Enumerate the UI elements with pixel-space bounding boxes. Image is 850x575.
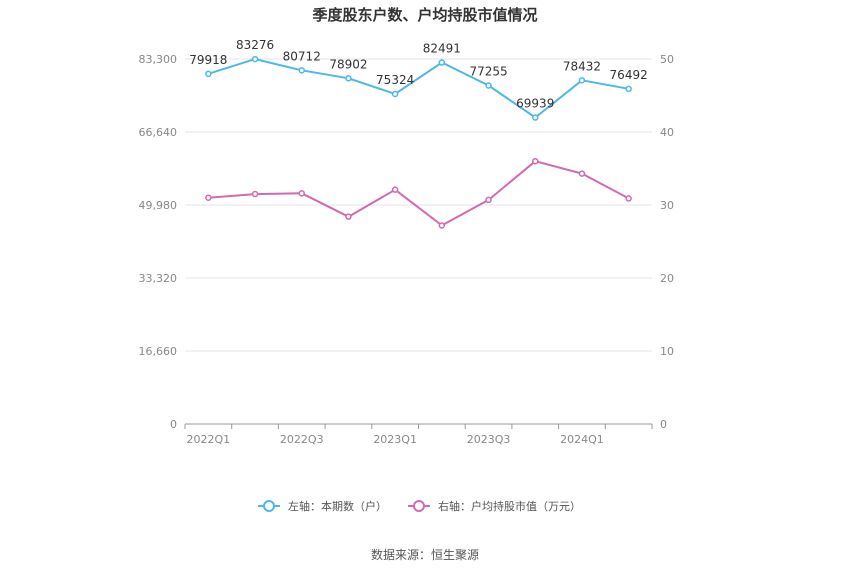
left-axis-tick-label: 33,320 bbox=[139, 272, 178, 285]
grid bbox=[185, 58, 652, 352]
data-label: 76492 bbox=[610, 68, 648, 82]
x-axis-tick-label: 2022Q1 bbox=[187, 433, 231, 446]
series-1-point[interactable] bbox=[298, 67, 305, 74]
data-label: 78902 bbox=[329, 57, 367, 71]
data-label: 78432 bbox=[563, 59, 601, 73]
right-axis-tick-label: 50 bbox=[660, 53, 674, 66]
legend-label-1[interactable]: 左轴：本期数（户） bbox=[288, 499, 387, 513]
right-axis-tick-label: 20 bbox=[660, 272, 674, 285]
right-axis-tick-label: 10 bbox=[660, 345, 674, 358]
right-axis-tick-label: 0 bbox=[660, 418, 667, 431]
data-label: 82491 bbox=[423, 42, 461, 56]
data-label: 79918 bbox=[189, 53, 227, 67]
series-line-2 bbox=[208, 160, 630, 227]
x-axis-tick-label: 2022Q3 bbox=[280, 433, 324, 446]
series-1-point[interactable] bbox=[251, 55, 259, 63]
x-axis-tick-label: 2023Q3 bbox=[467, 433, 511, 446]
series-1-point[interactable] bbox=[532, 114, 539, 121]
series-2-point[interactable] bbox=[298, 190, 305, 197]
data-label: 77255 bbox=[469, 64, 507, 78]
series-2-point[interactable] bbox=[205, 194, 212, 201]
series-2-point[interactable] bbox=[532, 157, 539, 165]
right-axis-tick-label: 30 bbox=[660, 199, 674, 212]
left-axis-tick-label: 83,300 bbox=[139, 53, 178, 66]
left-axis-tick-label: 16,660 bbox=[139, 345, 178, 358]
series-2-point[interactable] bbox=[438, 222, 446, 229]
data-label: 75324 bbox=[376, 73, 414, 87]
data-label: 69939 bbox=[516, 97, 554, 111]
series-2-point[interactable] bbox=[251, 190, 259, 198]
series-lines bbox=[205, 55, 632, 229]
series-1-point[interactable] bbox=[578, 77, 586, 84]
x-axis-tick-label: 2023Q1 bbox=[373, 433, 417, 446]
series-1-point[interactable] bbox=[625, 85, 632, 93]
data-label: 80712 bbox=[283, 49, 321, 63]
series-2-point[interactable] bbox=[485, 196, 492, 204]
series-2-point[interactable] bbox=[625, 195, 632, 202]
axes: 0 0 16,660 10 33,320 20 49,980 30 66,640 40 83,300… bbox=[139, 53, 675, 446]
series-1-point[interactable] bbox=[438, 59, 446, 66]
series-1-point[interactable] bbox=[205, 70, 212, 78]
legend-label-2[interactable]: 右轴：户均持股市值（万元） bbox=[438, 499, 581, 513]
series-1-point[interactable] bbox=[485, 82, 492, 89]
left-axis-tick-label: 0 bbox=[170, 418, 177, 431]
legend-marker-2[interactable] bbox=[413, 500, 425, 512]
left-axis-tick-label: 66,640 bbox=[139, 126, 178, 139]
series-1-point[interactable] bbox=[345, 75, 352, 82]
series-1-point[interactable] bbox=[391, 90, 399, 98]
x-axis-tick-label: 2024Q1 bbox=[560, 433, 604, 446]
data-source: 数据来源：恒生聚源 bbox=[371, 547, 479, 562]
series-line-1 bbox=[208, 58, 629, 119]
series-2-point[interactable] bbox=[345, 213, 352, 220]
data-labels: 79918 83276 80712 78902 75324 82491 77255 69939… bbox=[189, 38, 647, 110]
data-label: 83276 bbox=[236, 38, 274, 52]
left-axis-tick-label: 49,980 bbox=[139, 199, 178, 212]
right-axis-tick-label: 40 bbox=[660, 126, 674, 139]
series-2-point[interactable] bbox=[391, 186, 399, 193]
legend[interactable]: 左轴：本期数（户） 右轴：户均持股市值（万元） bbox=[258, 499, 581, 513]
chart-title: 季度股东户数、户均持股市值情况 bbox=[312, 6, 537, 24]
series-2-point[interactable] bbox=[578, 170, 586, 177]
legend-marker-1[interactable] bbox=[263, 500, 275, 512]
